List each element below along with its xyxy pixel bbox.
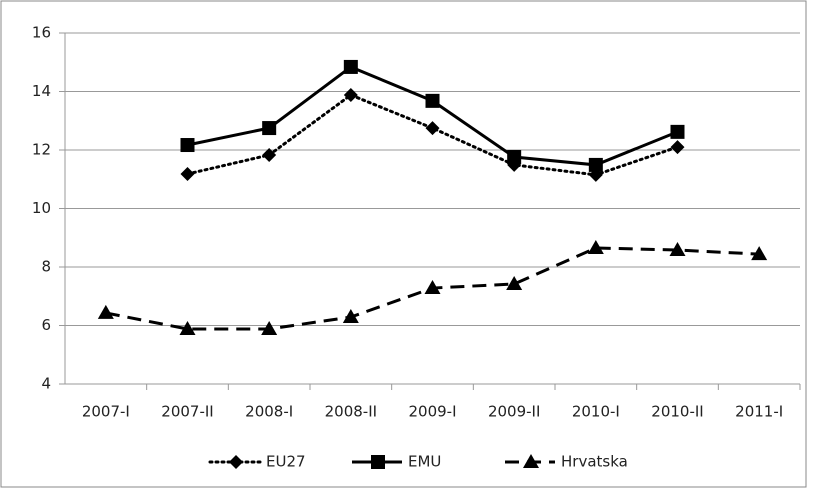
- marker: [507, 150, 522, 165]
- y-tick-label: 14: [32, 82, 51, 100]
- marker: [343, 59, 358, 74]
- marker: [587, 239, 604, 254]
- marker: [425, 121, 440, 136]
- y-tick-label: 12: [32, 141, 51, 159]
- y-tick-label: 8: [41, 258, 51, 276]
- x-tick-label: 2008-II: [325, 403, 377, 421]
- x-tick-label: 2009-I: [408, 403, 456, 421]
- y-tick-label: 6: [41, 316, 51, 334]
- marker: [180, 166, 195, 181]
- marker: [588, 157, 603, 172]
- x-tick-label: 2010-I: [572, 403, 620, 421]
- marker: [262, 147, 277, 162]
- marker: [97, 304, 114, 319]
- y-tick-label: 16: [32, 24, 51, 42]
- marker: [342, 309, 359, 324]
- marker: [179, 321, 196, 336]
- marker: [180, 138, 195, 153]
- y-tick-label: 10: [32, 199, 51, 217]
- marker: [670, 140, 685, 155]
- legend-label: Hrvatska: [561, 453, 628, 471]
- x-tick-label: 2007-I: [82, 403, 130, 421]
- marker: [670, 124, 685, 139]
- marker: [669, 242, 686, 257]
- legend-label: EMU: [408, 453, 441, 471]
- x-tick-label: 2011-I: [735, 403, 783, 421]
- marker: [343, 88, 358, 103]
- marker: [523, 454, 539, 468]
- marker: [261, 321, 278, 336]
- marker: [424, 280, 441, 295]
- legend-label: EU27: [266, 453, 306, 471]
- marker: [229, 455, 243, 469]
- x-tick-label: 2007-II: [161, 403, 213, 421]
- marker: [751, 246, 768, 261]
- x-tick-label: 2010-II: [651, 403, 703, 421]
- marker: [506, 275, 523, 290]
- y-tick-label: 4: [41, 375, 51, 393]
- x-tick-label: 2008-I: [245, 403, 293, 421]
- marker: [425, 93, 440, 108]
- marker: [262, 121, 277, 136]
- marker: [371, 455, 385, 469]
- x-tick-label: 2009-II: [488, 403, 540, 421]
